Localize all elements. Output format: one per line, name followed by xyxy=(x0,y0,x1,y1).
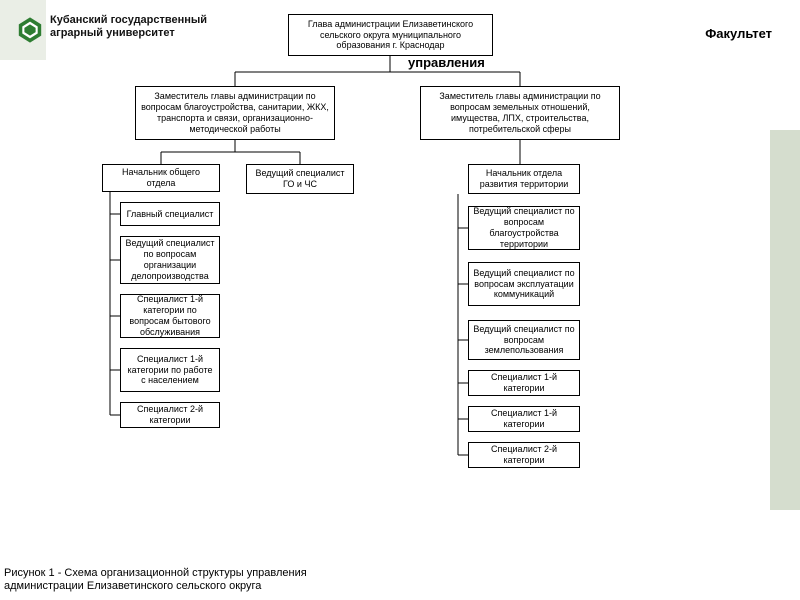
org-node-l0: Начальник общего отдела xyxy=(102,164,220,192)
org-node-l3: Специалист 1-й категории по вопросам быт… xyxy=(120,294,220,338)
figure-caption: Рисунок 1 - Схема организационной структ… xyxy=(4,567,307,595)
bg-right-accent xyxy=(770,130,800,510)
org-node-l2: Ведущий специалист по вопросам организац… xyxy=(120,236,220,284)
org-node-r5: Специалист 1-й категории xyxy=(468,406,580,432)
org-node-l1: Главный специалист xyxy=(120,202,220,226)
org-node-r3: Ведущий специалист по вопросам землеполь… xyxy=(468,320,580,360)
org-node-l5: Специалист 2-й категории xyxy=(120,402,220,428)
bg-corner-triangle xyxy=(0,0,14,60)
org-node-r4: Специалист 1-й категории xyxy=(468,370,580,396)
university-logo-icon xyxy=(16,16,44,44)
caption-line1: Рисунок 1 - Схема организационной структ… xyxy=(4,567,307,581)
org-node-head: Глава администрации Елизаветинского сель… xyxy=(288,14,493,56)
org-node-r1: Ведущий специалист по вопросам благоустр… xyxy=(468,206,580,250)
org-node-r2: Ведущий специалист по вопросам эксплуата… xyxy=(468,262,580,306)
org-node-r0: Начальник отдела развития территории xyxy=(468,164,580,194)
org-node-go: Ведущий специалист ГО и ЧС xyxy=(246,164,354,194)
org-node-dep1: Заместитель главы администрации по вопро… xyxy=(135,86,335,140)
org-node-dep2: Заместитель главы администрации по вопро… xyxy=(420,86,620,140)
org-node-r6: Специалист 2-й категории xyxy=(468,442,580,468)
org-chart: Глава администрации Елизаветинского сель… xyxy=(60,14,720,574)
org-node-l4: Специалист 1-й категории по работе с нас… xyxy=(120,348,220,392)
caption-line2: администрации Елизаветинского сельского … xyxy=(4,580,307,594)
